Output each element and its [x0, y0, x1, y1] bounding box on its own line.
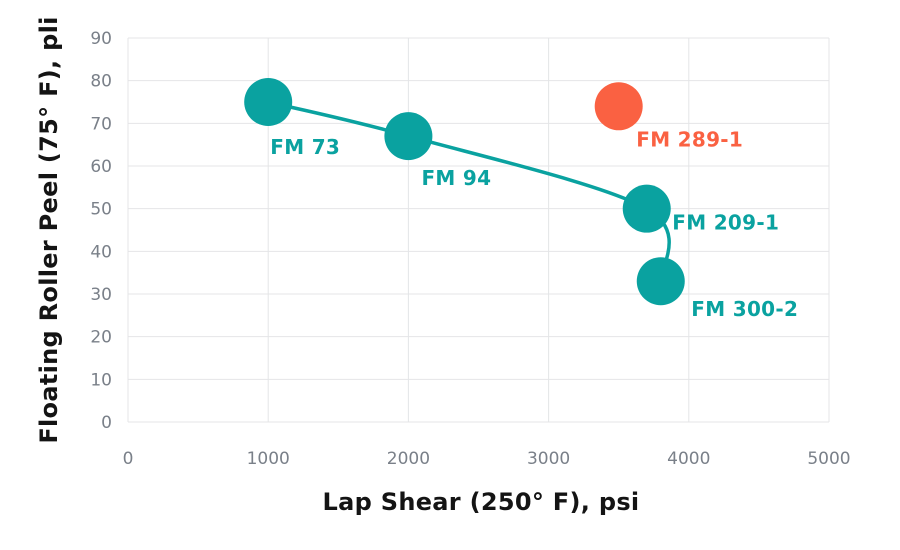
point-label-fm-209-1: FM 209-1 — [672, 211, 779, 235]
y-tick-label: 40 — [90, 242, 112, 262]
y-tick-label: 20 — [90, 328, 112, 348]
y-tick-label: 10 — [90, 370, 112, 390]
axis-tick-labels: 0 10 20 30 40 50 60 70 80 90 0 1000 2000 3000 4000 5000 — [90, 29, 850, 469]
point-labels: FM 73 FM 94 FM 209-1 FM 300-2 FM 289-1 — [270, 127, 798, 321]
point-fm-73 — [244, 78, 293, 126]
point-label-fm-289-1: FM 289-1 — [636, 127, 743, 151]
x-tick-label: 1000 — [247, 449, 290, 469]
y-tick-label: 30 — [90, 285, 112, 305]
x-tick-label: 5000 — [807, 449, 850, 469]
y-tick-label: 70 — [90, 114, 112, 134]
point-label-fm-94: FM 94 — [421, 166, 491, 190]
y-tick-label: 60 — [90, 157, 112, 177]
y-axis-title: Floating Roller Peel (75° F), pli — [35, 16, 63, 443]
point-label-fm-300-2: FM 300-2 — [691, 297, 798, 321]
y-tick-label: 90 — [90, 29, 112, 49]
point-fm-94 — [384, 112, 433, 161]
point-label-fm-73: FM 73 — [270, 135, 340, 159]
point-fm-300-2 — [636, 257, 685, 306]
x-tick-label: 4000 — [667, 449, 710, 469]
x-tick-label: 2000 — [387, 449, 430, 469]
data-points — [244, 78, 685, 306]
x-tick-label: 3000 — [527, 449, 570, 469]
x-tick-label: 0 — [123, 449, 134, 469]
trend-curve — [266, 100, 671, 283]
x-axis-title: Lap Shear (250° F), psi — [323, 488, 640, 516]
point-fm-289-1 — [594, 82, 643, 131]
y-tick-label: 80 — [90, 72, 112, 92]
y-tick-label: 0 — [101, 413, 112, 433]
point-fm-209-1 — [622, 184, 671, 233]
series-curve — [266, 100, 671, 283]
y-tick-label: 50 — [90, 200, 112, 220]
